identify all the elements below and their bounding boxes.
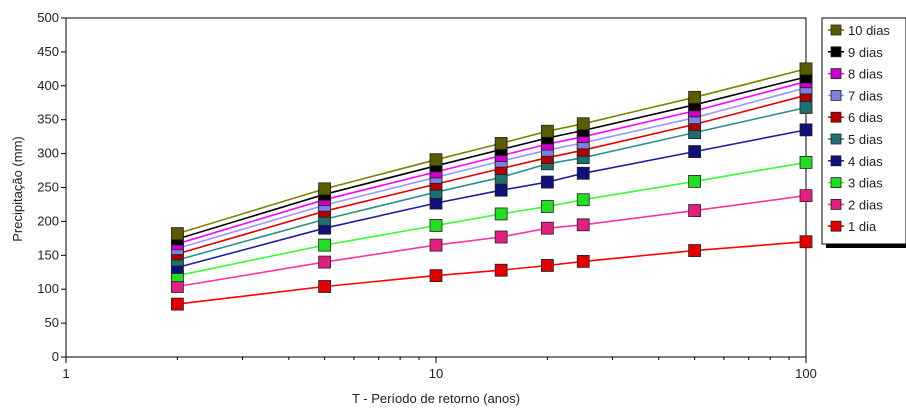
data-point bbox=[576, 117, 590, 131]
legend-marker bbox=[830, 111, 842, 123]
y-tick-label: 400 bbox=[37, 78, 59, 93]
x-tick-label: 100 bbox=[795, 366, 817, 381]
series-line bbox=[177, 76, 807, 240]
data-point bbox=[799, 123, 813, 137]
data-point bbox=[318, 238, 332, 252]
series-line bbox=[177, 87, 807, 250]
legend-label: 1 dia bbox=[848, 219, 877, 234]
data-point bbox=[576, 218, 590, 232]
data-point bbox=[540, 221, 554, 235]
data-point bbox=[494, 137, 508, 150]
data-point bbox=[318, 280, 332, 293]
y-tick-label: 300 bbox=[37, 146, 59, 161]
legend-label: 2 dias bbox=[848, 197, 883, 212]
data-point bbox=[540, 259, 554, 272]
data-point bbox=[688, 145, 702, 158]
data-point bbox=[799, 235, 813, 249]
legend-marker bbox=[830, 198, 842, 210]
data-point bbox=[576, 193, 590, 207]
series-line bbox=[177, 106, 807, 261]
series-line bbox=[177, 240, 807, 305]
y-tick-label: 250 bbox=[37, 180, 59, 195]
legend-marker bbox=[830, 220, 842, 232]
x-tick-label: 1 bbox=[62, 366, 69, 381]
data-point bbox=[429, 196, 443, 210]
legend-marker bbox=[830, 90, 842, 101]
legend-label: 10 dias bbox=[848, 23, 890, 38]
series-line bbox=[177, 80, 807, 245]
axes: 0 50 100 150 200 250 300 350 400 450 500 1 10 100 bbox=[37, 10, 817, 381]
data-point bbox=[170, 280, 184, 293]
legend-marker bbox=[830, 46, 842, 58]
data-point bbox=[540, 175, 554, 189]
legend-marker bbox=[830, 68, 842, 79]
legend-label: 8 dias bbox=[848, 67, 883, 82]
data-point bbox=[429, 219, 443, 232]
data-point bbox=[688, 244, 702, 257]
series-line bbox=[177, 161, 807, 277]
data-point bbox=[429, 153, 443, 167]
y-tick-label: 0 bbox=[52, 349, 59, 364]
x-axis-title: T - Período de retorno (anos) bbox=[352, 391, 520, 406]
data-point bbox=[799, 189, 813, 203]
series-line bbox=[177, 94, 807, 255]
series-group bbox=[170, 62, 813, 311]
data-point bbox=[429, 269, 443, 283]
data-point bbox=[540, 200, 554, 213]
series-line bbox=[177, 68, 807, 235]
y-tick-label: 50 bbox=[45, 315, 59, 330]
data-point bbox=[170, 297, 184, 311]
y-tick-label: 350 bbox=[37, 112, 59, 127]
legend-marker bbox=[830, 133, 842, 145]
data-point bbox=[318, 182, 332, 196]
data-point bbox=[494, 230, 508, 244]
legend-label: 5 dias bbox=[848, 132, 883, 147]
data-point bbox=[494, 263, 508, 277]
data-point bbox=[494, 207, 508, 221]
legend-marker bbox=[830, 155, 842, 167]
data-point bbox=[494, 183, 508, 197]
data-point bbox=[688, 204, 702, 217]
series-line bbox=[177, 194, 807, 288]
legend-label: 6 dias bbox=[848, 110, 883, 125]
legend-label: 7 dias bbox=[848, 88, 883, 103]
data-point bbox=[799, 62, 813, 76]
data-point bbox=[799, 101, 813, 114]
data-point bbox=[688, 174, 702, 188]
data-point bbox=[576, 255, 590, 268]
x-tick-label: 10 bbox=[429, 366, 443, 381]
legend-label: 9 dias bbox=[848, 45, 883, 60]
y-tick-label: 150 bbox=[37, 247, 59, 262]
y-tick-label: 200 bbox=[37, 213, 59, 228]
legend: 10 dias 9 dias 8 dias 7 dias 6 dias 5 dias 4 d… bbox=[821, 17, 906, 248]
data-point bbox=[799, 156, 813, 169]
data-point bbox=[540, 124, 554, 138]
legend-label: 3 dias bbox=[848, 176, 883, 191]
data-point bbox=[688, 90, 702, 104]
data-point bbox=[576, 166, 590, 180]
data-point bbox=[170, 227, 184, 241]
y-tick-label: 450 bbox=[37, 44, 59, 59]
y-tick-label: 100 bbox=[37, 281, 59, 296]
series-line bbox=[177, 129, 807, 269]
legend-marker bbox=[830, 24, 842, 36]
y-tick-label: 500 bbox=[37, 10, 59, 25]
y-axis-title: Precipitação (mm) bbox=[10, 136, 25, 241]
legend-label: 4 dias bbox=[848, 154, 883, 169]
legend-marker bbox=[830, 177, 842, 189]
data-point bbox=[318, 255, 332, 269]
data-point bbox=[429, 238, 443, 252]
